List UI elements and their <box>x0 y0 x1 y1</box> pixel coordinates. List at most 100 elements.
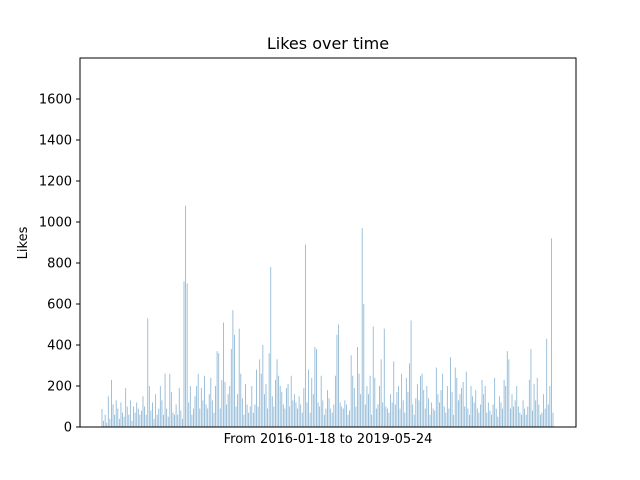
bar <box>240 373 242 427</box>
bar <box>407 392 409 427</box>
bar <box>521 414 522 427</box>
bar <box>323 414 325 427</box>
bar <box>547 404 549 427</box>
bar <box>483 394 485 427</box>
bar <box>147 318 149 427</box>
bar <box>129 400 131 427</box>
bar <box>186 283 188 427</box>
y-tick-label: 800 <box>47 257 72 272</box>
bar <box>385 406 387 427</box>
bar <box>292 400 294 427</box>
bar <box>306 402 308 427</box>
bar <box>134 412 136 427</box>
bar <box>480 404 481 427</box>
bar <box>409 363 410 427</box>
bar <box>412 404 414 427</box>
bar <box>402 400 404 427</box>
bar <box>164 373 166 427</box>
bar <box>345 404 347 427</box>
bar <box>344 400 346 427</box>
bar <box>109 418 111 427</box>
bar <box>468 414 470 427</box>
bar <box>200 388 202 427</box>
bar <box>415 398 417 427</box>
bar <box>125 388 127 427</box>
bar <box>289 406 291 427</box>
bar <box>300 404 302 427</box>
bar <box>279 386 281 427</box>
bar <box>552 412 554 427</box>
bar <box>169 373 171 427</box>
bar <box>513 406 515 427</box>
bars-group <box>101 205 554 427</box>
bar <box>530 349 532 427</box>
bar <box>465 371 467 427</box>
bar <box>410 320 412 427</box>
bar <box>183 281 185 427</box>
bar <box>473 402 475 427</box>
bar <box>453 414 455 427</box>
bar <box>492 404 494 427</box>
y-axis-label: Likes <box>16 226 31 259</box>
bar <box>338 324 339 427</box>
bar <box>424 408 426 427</box>
bar <box>276 359 278 427</box>
bar <box>271 396 273 427</box>
bar <box>156 414 158 427</box>
bar <box>166 408 168 427</box>
y-tick-label: 200 <box>47 380 72 395</box>
bar <box>122 412 123 427</box>
bar <box>522 400 524 427</box>
bar <box>327 390 328 427</box>
bar <box>464 406 466 427</box>
bar <box>197 373 199 427</box>
bar <box>393 361 395 427</box>
bar <box>111 379 112 427</box>
bar <box>275 379 276 427</box>
bar <box>317 402 319 427</box>
bar <box>284 408 286 427</box>
bar <box>320 375 322 427</box>
bar <box>295 402 297 427</box>
bar <box>189 386 191 427</box>
bar <box>259 359 261 427</box>
bar <box>500 402 502 427</box>
bar <box>462 381 464 427</box>
bar <box>498 396 500 427</box>
y-tick-label: 1400 <box>39 134 72 149</box>
bar <box>103 420 105 427</box>
bar <box>152 402 153 427</box>
bar <box>420 375 421 427</box>
bar <box>532 410 533 427</box>
bar <box>550 238 552 427</box>
bar <box>519 412 521 427</box>
bar <box>136 402 138 427</box>
chart-title: Likes over time <box>267 34 389 53</box>
bar <box>170 392 172 427</box>
bar <box>391 402 393 427</box>
bar <box>394 404 396 427</box>
bar <box>487 402 489 427</box>
y-axis: 0 200 400 600 800 1000 1200 1400 1600 <box>39 93 80 436</box>
bar <box>303 388 305 427</box>
bar <box>278 375 280 427</box>
bar <box>426 386 428 427</box>
bar <box>260 373 262 427</box>
bar <box>131 420 133 427</box>
bar <box>478 412 480 427</box>
bar <box>440 390 442 427</box>
bar <box>451 392 453 427</box>
bar <box>301 412 303 427</box>
bar <box>104 414 106 427</box>
bar <box>252 412 254 427</box>
x-axis-label: From 2016-01-18 to 2019-05-24 <box>224 432 433 447</box>
bar <box>546 338 548 427</box>
bar <box>404 412 406 427</box>
bar <box>140 410 142 427</box>
bar <box>413 414 415 427</box>
bar <box>401 373 403 427</box>
bar <box>163 414 164 427</box>
bar <box>360 394 362 427</box>
bar <box>445 412 447 427</box>
